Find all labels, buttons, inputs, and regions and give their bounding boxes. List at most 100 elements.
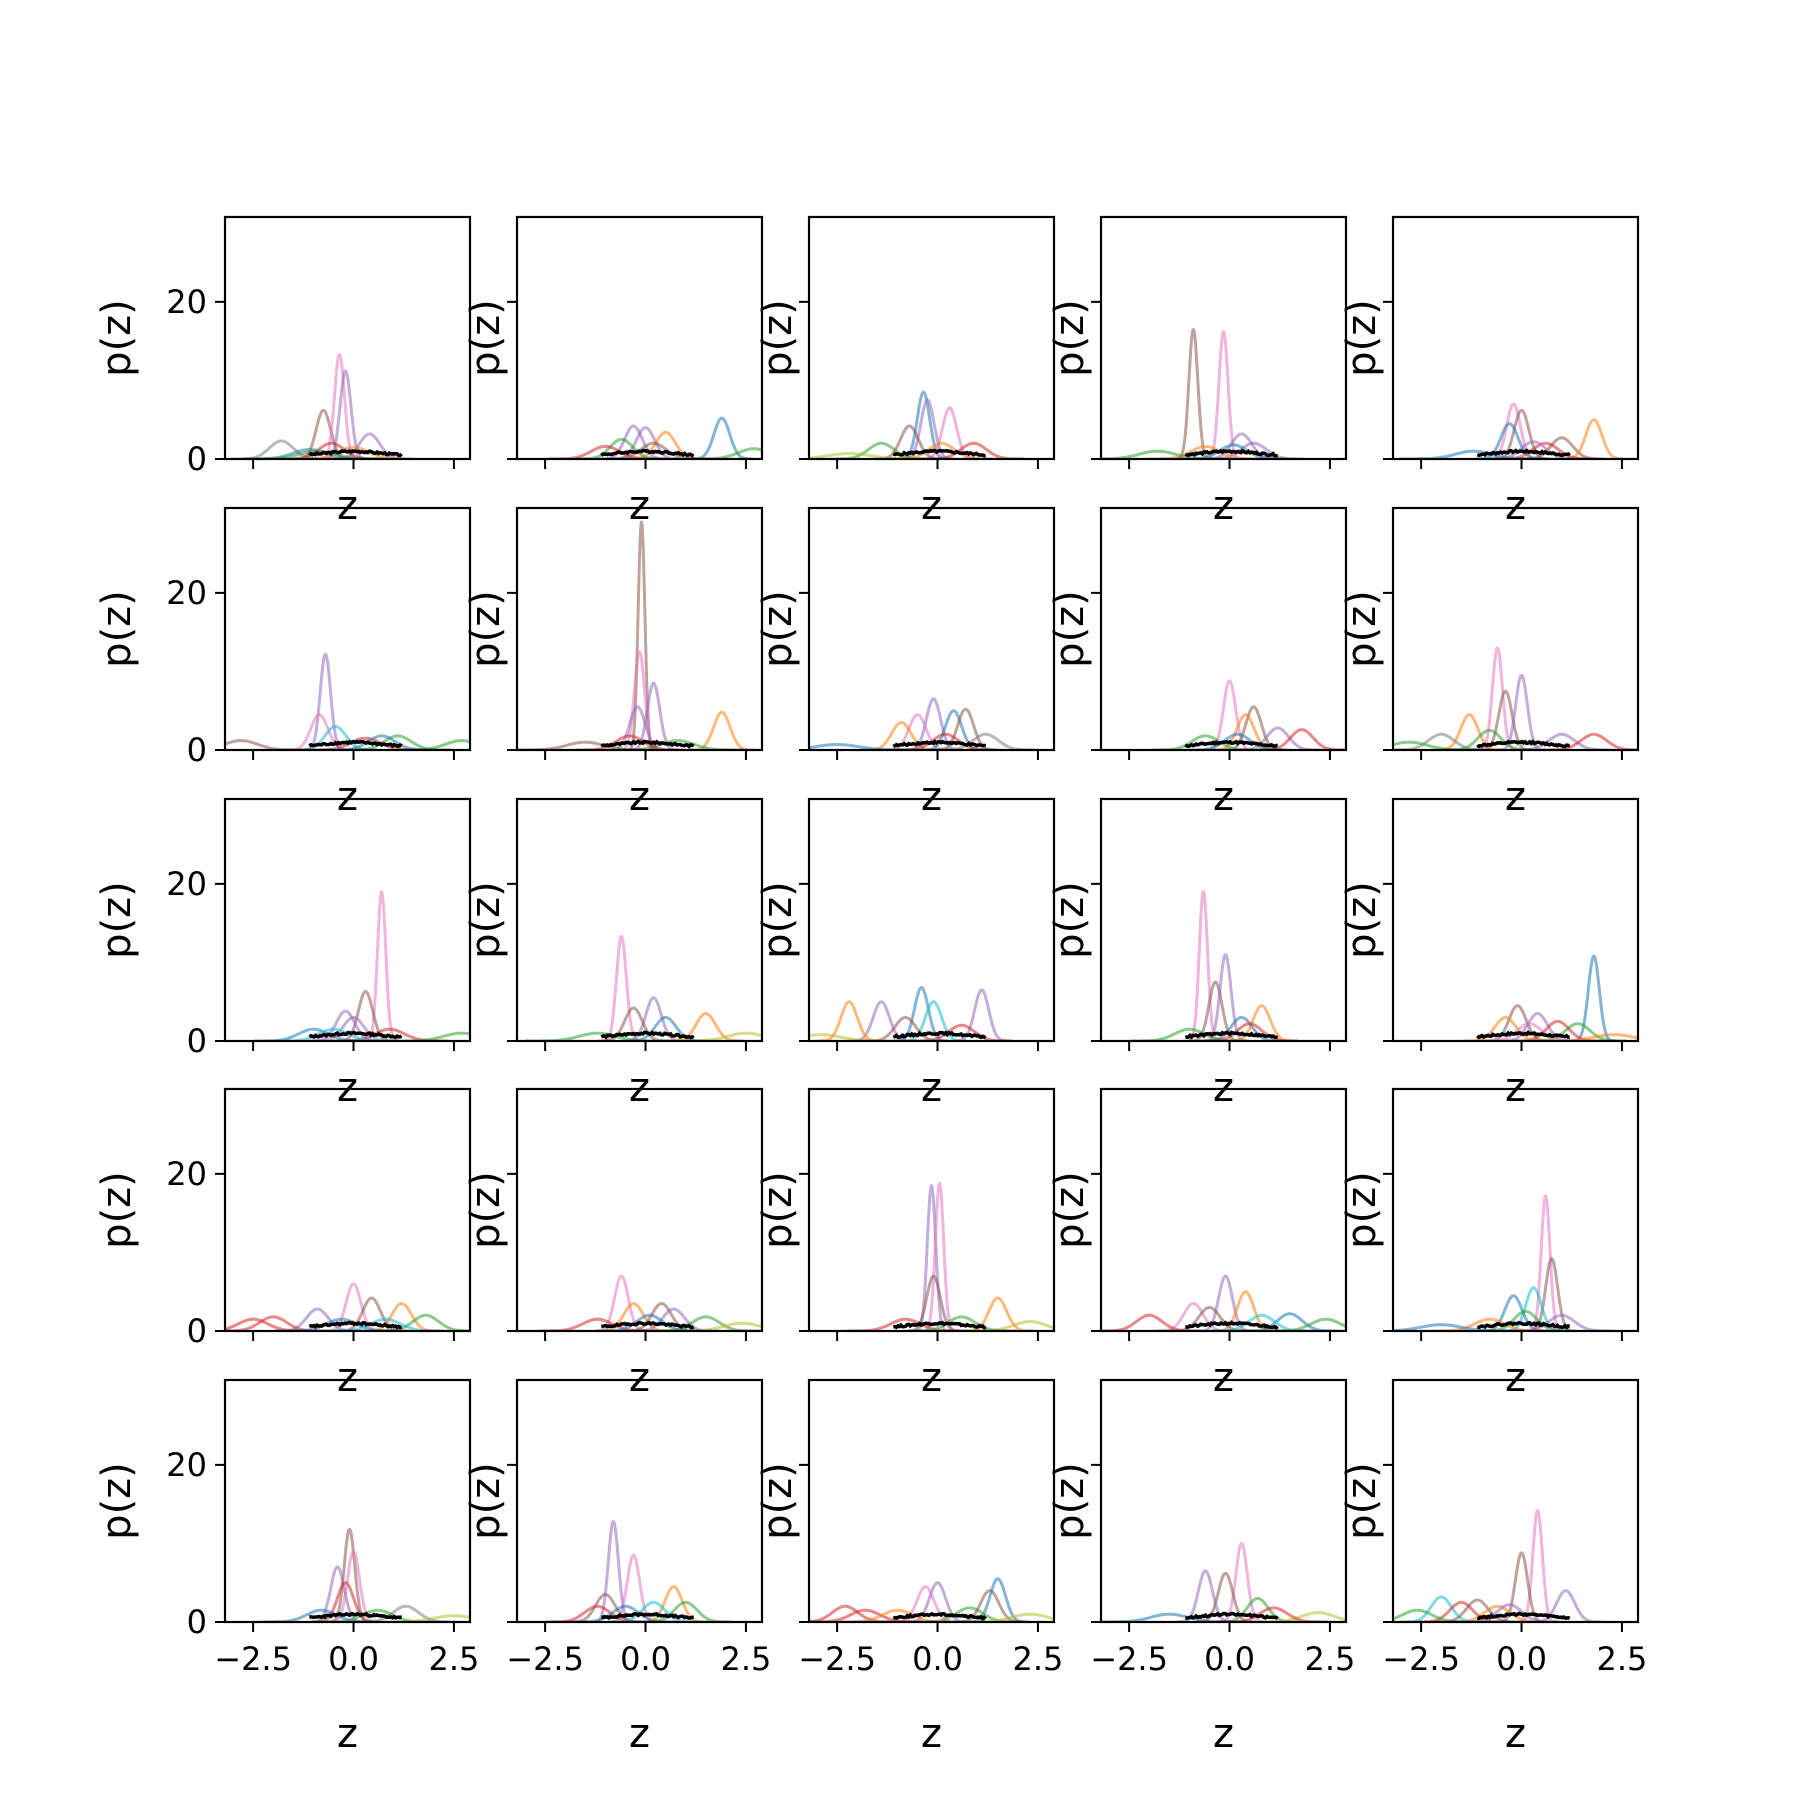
plot-area (1151, 679, 1346, 750)
plot-area (1401, 402, 1627, 459)
series-curve (1185, 890, 1222, 1041)
subplot-r2-c4: zp(z) (1339, 797, 1640, 1111)
series-curve (1217, 1541, 1266, 1622)
axes-frame (1391, 1378, 1640, 1624)
subplot-r3-c2: z p(z) (755, 1087, 1056, 1401)
x-axis-label: z (337, 1355, 358, 1401)
mean-curve (308, 448, 403, 458)
axes-frame (1099, 215, 1348, 461)
axes-frame (515, 215, 764, 461)
y-axis-label: p(z) (1047, 299, 1093, 377)
y-axis-label: p(z) (755, 1171, 801, 1249)
mean-curve (1184, 739, 1278, 749)
series-curve (1517, 1508, 1558, 1622)
series-curve (689, 416, 755, 459)
mean-curve (600, 1030, 695, 1040)
plot-area (1101, 1541, 1346, 1622)
y-axis-label: p(z) (94, 881, 140, 959)
axes-frame (1099, 1087, 1348, 1333)
mean-curve (600, 1320, 695, 1330)
y-axis-label: p(z) (94, 1171, 140, 1249)
plot-area (225, 1282, 470, 1331)
series-curve (1188, 980, 1243, 1041)
mean-curve (309, 1611, 402, 1620)
series-curve (690, 447, 762, 459)
subplot-r4-c4: −2.5 0.0 2.5 z p(z) (1339, 1378, 1647, 1757)
axes-frame (807, 506, 1056, 752)
plot-area (517, 520, 756, 750)
y-tick-label: 20 (166, 1446, 207, 1484)
axes-frame (223, 1087, 472, 1333)
y-tick-label: 0 (187, 1022, 207, 1060)
axes-frame (1099, 797, 1348, 1043)
y-tick-label: 0 (187, 1603, 207, 1641)
plot-area (538, 1274, 762, 1331)
x-axis-label: z (629, 483, 650, 529)
subplot-r0-c2: z p(z) (755, 215, 1056, 529)
x-tick-label: 0.0 (1496, 1640, 1547, 1678)
x-axis-label: z (337, 483, 358, 529)
mean-curve (308, 1320, 402, 1330)
axes-frame (515, 1378, 764, 1624)
x-axis-label: z (337, 774, 358, 820)
subplot-r3-c3: z p(z) (1047, 1087, 1348, 1401)
y-tick-label: 20 (166, 1155, 207, 1193)
axes-frame (807, 1087, 1056, 1333)
subplot-r4-c3: −2.5 0.0 2.5 z p(z) (1047, 1378, 1355, 1757)
subplot-r4-c1: −2.5 0.0 2.5 z p(z) (463, 1378, 771, 1757)
subplot-r0-c3: z p(z) (1047, 215, 1348, 529)
mean-curve (892, 1030, 987, 1040)
plot-area (809, 986, 1014, 1041)
series-curve (1542, 732, 1638, 750)
y-axis-label: p(z) (463, 881, 509, 959)
mean-curve (1477, 1320, 1571, 1331)
y-axis-label: p(z) (755, 1462, 801, 1540)
x-tick-label: 2.5 (1596, 1640, 1647, 1678)
plot-area (809, 1577, 1054, 1622)
y-axis-label: p(z) (1339, 299, 1385, 377)
axes-frame (223, 506, 472, 752)
axes-frame (223, 215, 472, 461)
axes-frame (223, 797, 472, 1043)
axes-frame (1391, 1087, 1640, 1333)
x-tick-label: 2.5 (720, 1640, 771, 1678)
plot-area (548, 416, 762, 459)
x-axis-label: z (629, 1711, 650, 1757)
plot-area (809, 390, 1026, 459)
plot-area (1130, 890, 1299, 1041)
subplot-r3-c0: 0 20 z p(z) (94, 1087, 472, 1401)
series-curve (673, 1031, 762, 1041)
mean-curve (1476, 1611, 1571, 1621)
x-tick-label: −2.5 (214, 1640, 292, 1678)
series-curve (1527, 1194, 1565, 1331)
axes-frame (807, 797, 1056, 1043)
x-tick-label: −2.5 (506, 1640, 584, 1678)
mean-curve (600, 739, 695, 749)
x-tick-label: −2.5 (798, 1640, 876, 1678)
y-axis-label: p(z) (1047, 590, 1093, 668)
mean-curve (1476, 739, 1571, 749)
x-axis-label: z (921, 483, 942, 529)
axes-frame (1099, 506, 1348, 752)
series-curve (1174, 327, 1213, 459)
x-axis-label: z (337, 1711, 358, 1757)
mean-curve (1184, 1030, 1279, 1040)
plot-area (1393, 1194, 1614, 1331)
y-axis-label: p(z) (1047, 1462, 1093, 1540)
mean-curve (1476, 1030, 1570, 1040)
axes-frame (515, 797, 764, 1043)
x-tick-label: −2.5 (1382, 1640, 1460, 1678)
series-curve (1560, 418, 1627, 459)
plot-area (1393, 1508, 1603, 1622)
subplot-r1-c1: z p(z) (463, 506, 764, 820)
x-axis-label: z (1505, 1711, 1526, 1757)
y-tick-label: 0 (187, 1312, 207, 1350)
axes-frame (1391, 506, 1640, 752)
subplot-r2-c2: zp(z) (755, 797, 1056, 1111)
subplot-r3-c1: z p(z) (463, 1087, 764, 1401)
y-axis-label: p(z) (1047, 881, 1093, 959)
axes-frame (515, 506, 764, 752)
mean-curve (601, 1612, 695, 1620)
